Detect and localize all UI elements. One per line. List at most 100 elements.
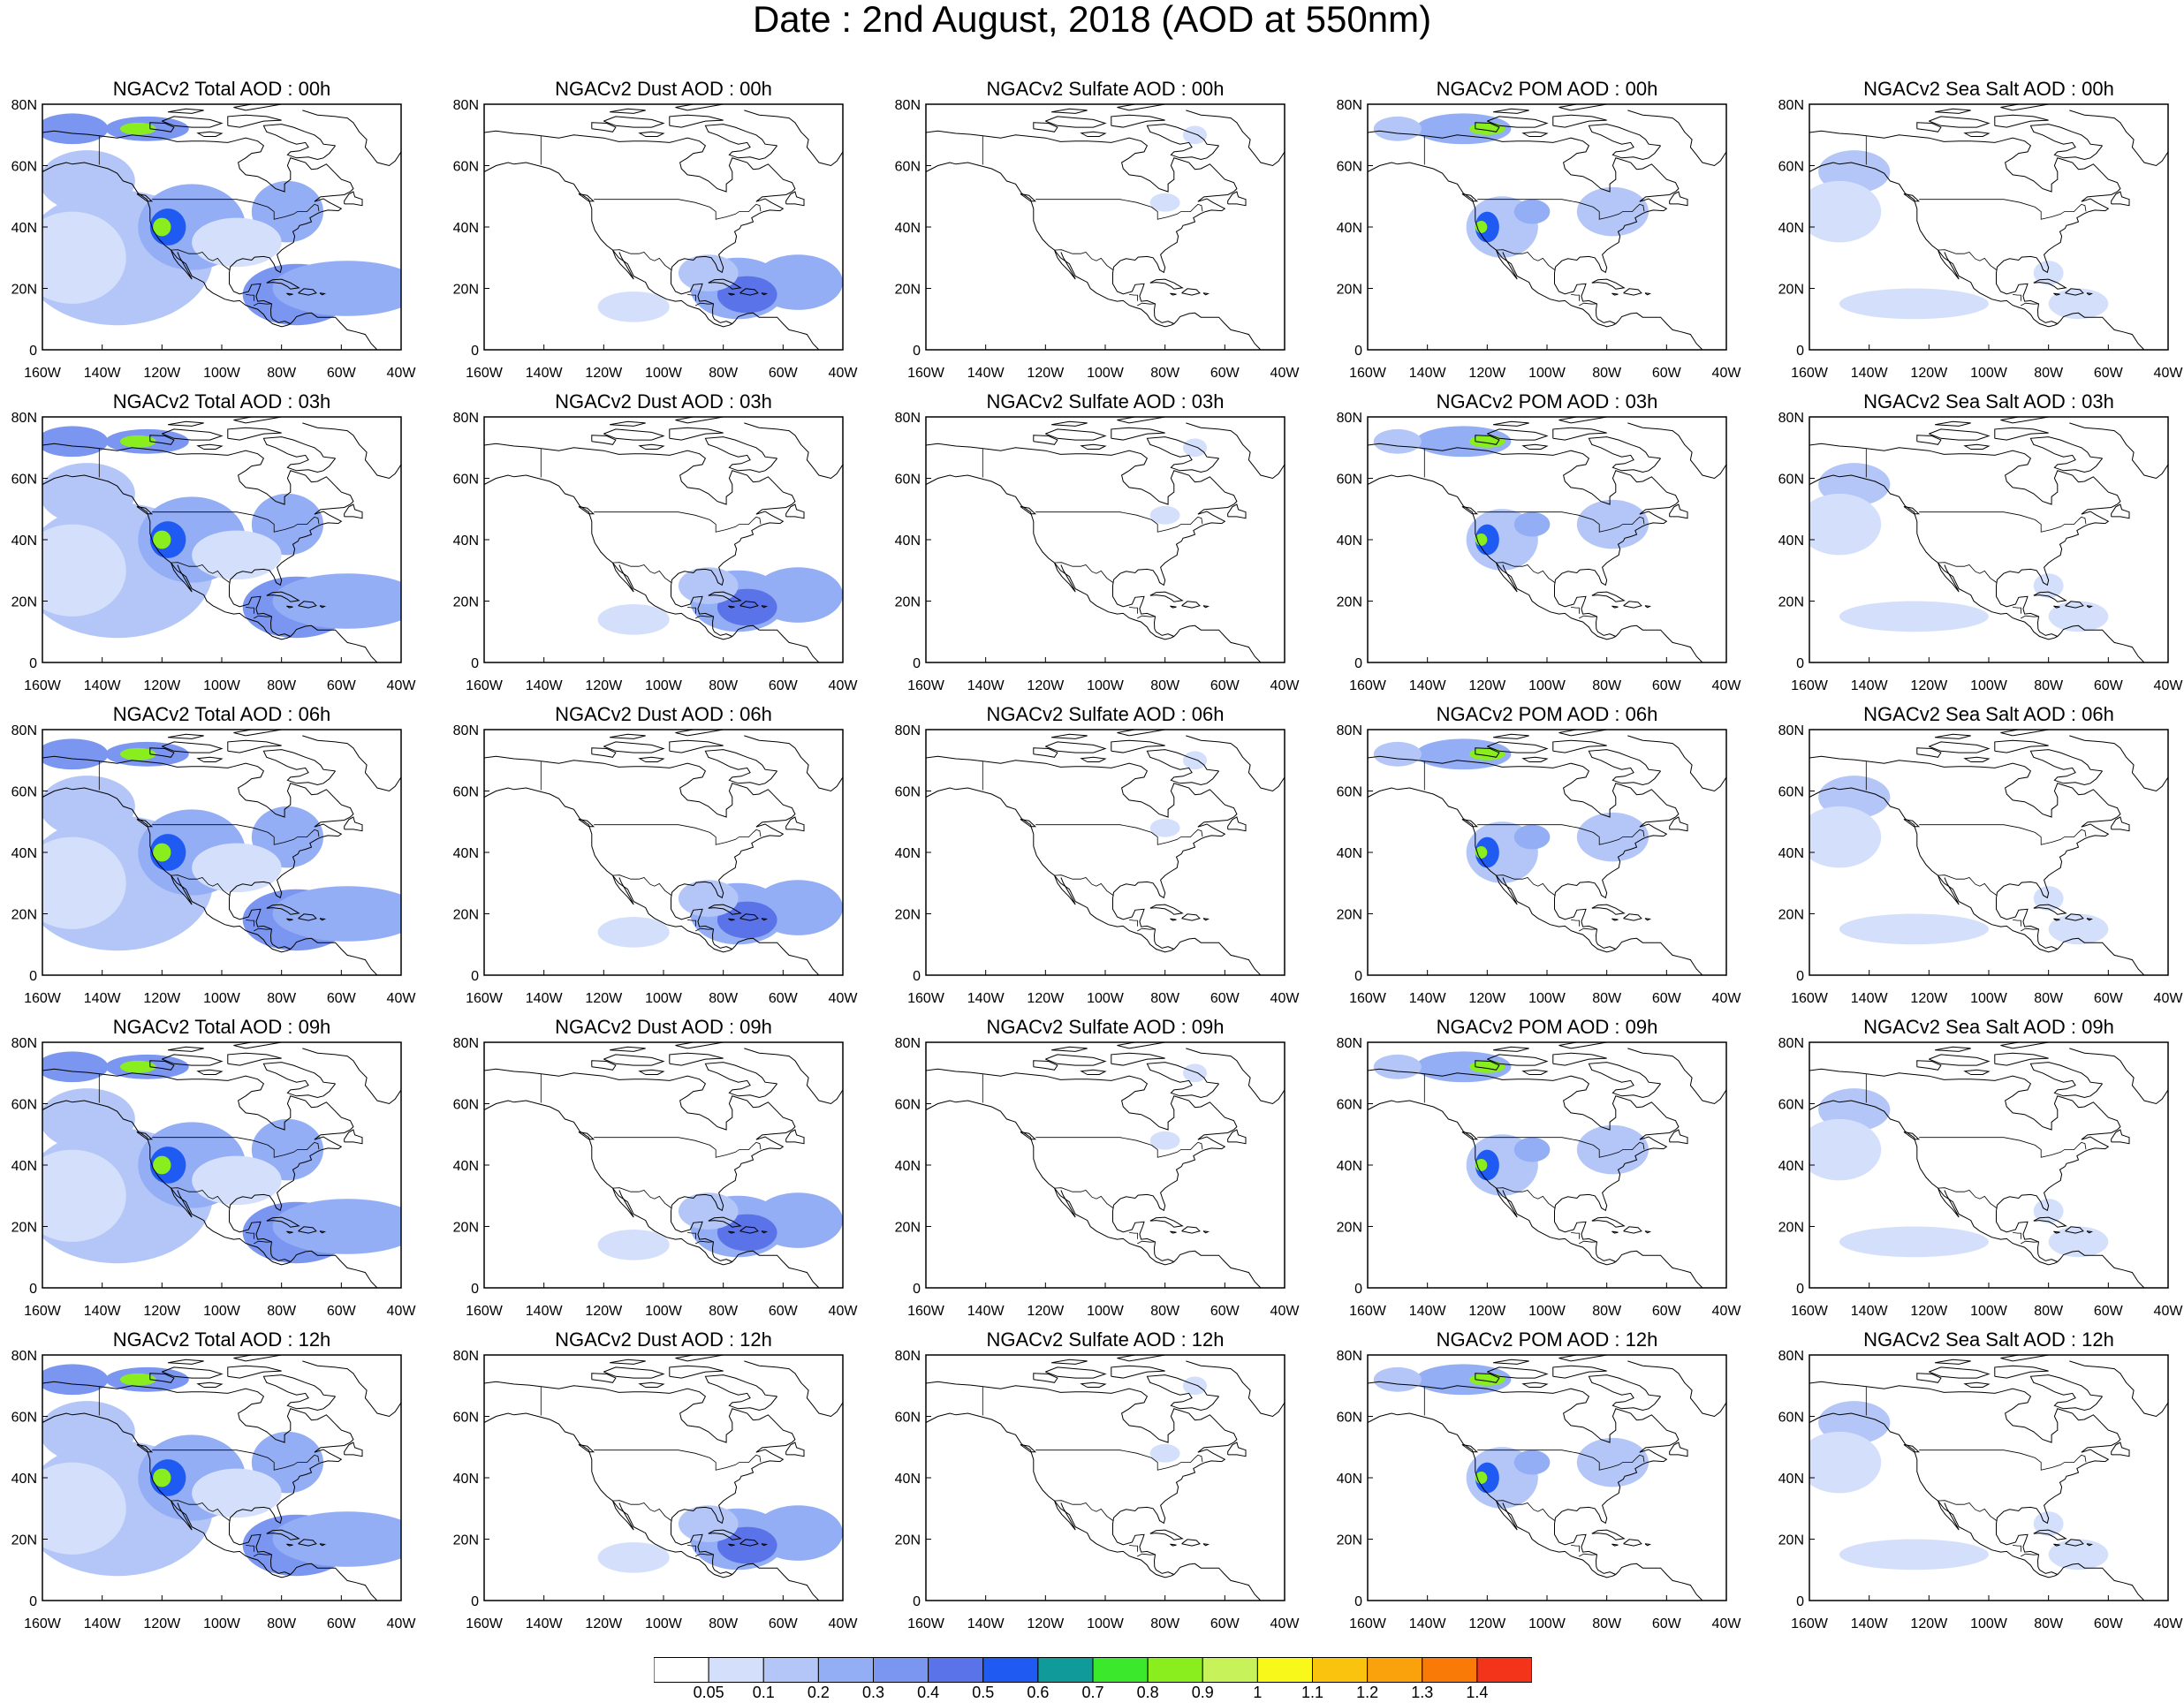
coastline bbox=[196, 756, 224, 762]
map-panel: NGACv2 Dust AOD : 06h 0 20N 40N 60N 80N 160W 14… bbox=[453, 703, 859, 1006]
map-panel: NGACv2 Dust AOD : 03h 0 20N 40N 60N 80N 160W 14… bbox=[453, 390, 859, 693]
coastline bbox=[42, 1100, 292, 1266]
coastline bbox=[1033, 435, 1058, 445]
coastline bbox=[1054, 562, 1076, 593]
aod-cell bbox=[1576, 499, 1649, 549]
lon-tick-label: 120W bbox=[1910, 1616, 1948, 1631]
coastline bbox=[262, 124, 336, 161]
lon-tick-label: 80W bbox=[709, 1304, 739, 1319]
coastline bbox=[1938, 249, 1960, 280]
coastline bbox=[136, 1132, 154, 1140]
coastline bbox=[2111, 816, 2130, 832]
coastline bbox=[1903, 506, 1921, 515]
coastline bbox=[1623, 1226, 1642, 1234]
colorbar-label: 0.8 bbox=[1136, 1684, 1159, 1701]
coastline bbox=[302, 730, 401, 792]
lat-tick-label: 80N bbox=[895, 1036, 921, 1051]
map-frame bbox=[925, 1354, 1285, 1601]
aod-cell bbox=[272, 261, 401, 316]
lat-tick-label: 40N bbox=[895, 1159, 921, 1174]
coastline bbox=[1186, 1042, 1285, 1105]
aod-cell bbox=[192, 217, 282, 268]
lon-tick-label: 80W bbox=[1592, 366, 1622, 381]
coastline bbox=[669, 1052, 724, 1066]
coastline bbox=[1588, 124, 1661, 161]
coastline bbox=[149, 122, 175, 132]
coastline bbox=[2069, 1042, 2168, 1105]
coastline bbox=[149, 435, 175, 445]
coastline bbox=[2000, 104, 2049, 111]
map-panel: NGACv2 POM AOD : 06h 0 20N 40N 60N 80N 160W 140… bbox=[1337, 703, 1742, 1006]
aod-cell bbox=[42, 836, 126, 929]
lat-tick-label: 0 bbox=[1354, 1594, 1362, 1609]
coastline bbox=[1611, 292, 1619, 296]
country-border bbox=[171, 1187, 231, 1209]
country-border bbox=[1129, 294, 1138, 301]
lat-tick-label: 80N bbox=[1778, 1349, 1804, 1364]
country-border bbox=[1938, 249, 1998, 271]
coastline bbox=[926, 787, 1175, 953]
coastline bbox=[1615, 312, 1703, 350]
lat-tick-label: 0 bbox=[1354, 969, 1362, 984]
aod-field bbox=[42, 1042, 401, 1288]
coastline bbox=[669, 114, 724, 128]
aod-cell bbox=[2048, 601, 2109, 632]
aod-cell bbox=[42, 1401, 135, 1463]
colorbar-swatch bbox=[873, 1657, 929, 1683]
coastline bbox=[319, 918, 327, 921]
coastline bbox=[2111, 191, 2130, 207]
coastline bbox=[2029, 124, 2103, 161]
coastline bbox=[286, 605, 293, 609]
lon-tick-label: 160W bbox=[1791, 366, 1829, 381]
coastline bbox=[1935, 1359, 1971, 1365]
lat-tick-label: 80N bbox=[11, 1036, 37, 1051]
coastline bbox=[1117, 104, 1165, 111]
lon-tick-label: 100W bbox=[645, 366, 683, 381]
lon-tick-label: 120W bbox=[1027, 991, 1065, 1006]
coastline bbox=[2033, 591, 2067, 602]
lat-tick-label: 40N bbox=[895, 1472, 921, 1487]
coastline bbox=[1202, 918, 1210, 921]
lon-tick-label: 100W bbox=[1087, 1616, 1125, 1631]
coastline bbox=[1033, 122, 1058, 132]
coastline bbox=[484, 130, 796, 324]
coastline bbox=[262, 1374, 336, 1412]
coastline bbox=[1475, 1060, 1500, 1071]
coastline bbox=[728, 605, 735, 609]
coastline bbox=[732, 312, 820, 350]
aod-cell bbox=[192, 1468, 282, 1518]
aod-cell bbox=[1809, 1118, 1882, 1181]
aod-field bbox=[926, 417, 1285, 662]
lon-tick-label: 160W bbox=[466, 678, 504, 693]
aod-cell bbox=[678, 254, 739, 291]
lon-tick-label: 80W bbox=[2034, 1616, 2064, 1631]
country-border bbox=[1129, 607, 1138, 614]
colorbar bbox=[654, 1657, 1532, 1683]
map-panel: NGACv2 Dust AOD : 00h 0 20N 40N 60N 80N 160W 14… bbox=[453, 78, 859, 381]
lon-tick-label: 120W bbox=[585, 1304, 623, 1319]
coastline bbox=[1615, 624, 1703, 662]
country-border bbox=[1035, 824, 1203, 845]
lat-tick-label: 60N bbox=[1337, 160, 1362, 175]
coastline bbox=[739, 913, 759, 921]
coastline bbox=[603, 428, 665, 441]
lon-tick-label: 40W bbox=[2154, 678, 2184, 693]
lon-tick-label: 40W bbox=[1270, 1616, 1301, 1631]
lon-tick-label: 160W bbox=[24, 1304, 62, 1319]
aod-cell bbox=[192, 530, 282, 580]
lon-tick-label: 40W bbox=[1712, 991, 1742, 1006]
aod-cell bbox=[42, 524, 126, 617]
coastline bbox=[1558, 1042, 1607, 1049]
coastline bbox=[1186, 417, 1285, 480]
coastline bbox=[136, 193, 154, 202]
lat-tick-label: 20N bbox=[895, 1221, 921, 1236]
coastline bbox=[1493, 733, 1529, 739]
country-border bbox=[1054, 874, 1114, 897]
coastline bbox=[2057, 624, 2145, 662]
lon-tick-label: 120W bbox=[585, 366, 623, 381]
coastline bbox=[1994, 114, 2049, 128]
aod-cell bbox=[1513, 1137, 1551, 1162]
aod-cell bbox=[1513, 199, 1551, 224]
coastline bbox=[1461, 506, 1479, 515]
lon-tick-label: 80W bbox=[1592, 991, 1622, 1006]
